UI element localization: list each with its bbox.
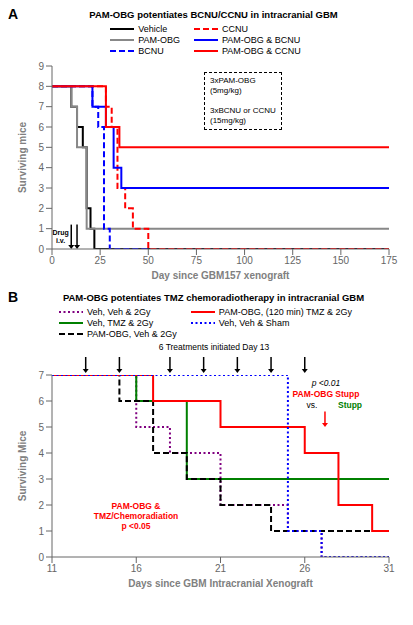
svg-text:11: 11 <box>47 563 58 574</box>
svg-text:Days since GBM Intracranial Xe: Days since GBM Intracranial Xenograft <box>128 578 313 589</box>
svg-text:0: 0 <box>38 244 44 255</box>
svg-text:5: 5 <box>38 422 44 433</box>
svg-text:21: 21 <box>215 563 227 574</box>
html-text:PAM-OBG, (120 min) TMZ & 2Gy: PAM-OBG, (120 min) TMZ & 2Gy <box>218 307 352 317</box>
html-text:PAM-OBG potentiates BCNU/CCNU: PAM-OBG potentiates BCNU/CCNU in intracr… <box>89 9 338 20</box>
html-text:B: B <box>8 289 19 305</box>
html-text:vs.: vs. <box>306 400 318 410</box>
svg-text:1: 1 <box>38 526 44 537</box>
html-text:CCNU: CCNU <box>222 24 248 34</box>
svg-text:25: 25 <box>95 255 107 266</box>
svg-text:50: 50 <box>143 255 155 266</box>
svg-text:175: 175 <box>381 255 398 266</box>
svg-text:4: 4 <box>38 448 44 459</box>
svg-text:5: 5 <box>38 142 44 153</box>
svg-text:150: 150 <box>333 255 350 266</box>
svg-text:31: 31 <box>383 563 395 574</box>
svg-text:100: 100 <box>236 255 253 266</box>
html-text:PAM-OBG & BCNU: PAM-OBG & BCNU <box>222 35 301 45</box>
svg-text:75: 75 <box>191 255 203 266</box>
html-text:Veh, TMZ & 2Gy: Veh, TMZ & 2Gy <box>87 318 154 328</box>
svg-text:0: 0 <box>49 255 55 266</box>
svg-text:9: 9 <box>38 61 44 72</box>
svg-text:1: 1 <box>38 223 44 234</box>
html-text:A: A <box>8 6 19 22</box>
svg-text:Surviving Mice: Surviving Mice <box>17 430 28 501</box>
svg-text:8: 8 <box>38 81 44 92</box>
svg-text:7: 7 <box>38 370 44 381</box>
html-text:p <0.01: p <0.01 <box>311 378 341 388</box>
html-text:Stupp: Stupp <box>338 400 362 410</box>
html-text:BCNU: BCNU <box>138 46 164 56</box>
svg-text:2: 2 <box>38 500 44 511</box>
svg-text:3: 3 <box>38 474 44 485</box>
svg-text:Surviving mice: Surviving mice <box>17 121 28 193</box>
html-text:PAM-OBG Stupp: PAM-OBG Stupp <box>292 389 360 399</box>
html-text:PAM-OBG potentiates TMZ chemor: PAM-OBG potentiates TMZ chemoradiotherap… <box>62 292 365 303</box>
html-text:Vehicle: Vehicle <box>138 24 168 34</box>
svg-text:2: 2 <box>38 203 44 214</box>
html-text:PAM-OBG: PAM-OBG <box>138 35 180 45</box>
html-text:PAM-OBG, Veh & 2Gy: PAM-OBG, Veh & 2Gy <box>87 329 177 339</box>
html-text:PAM-OBG & TMZ/Chemoradiation p: PAM-OBG & TMZ/Chemoradiation p <0.05 <box>93 501 179 531</box>
svg-text:26: 26 <box>299 563 311 574</box>
html-text:PAM-OBG & CCNU: PAM-OBG & CCNU <box>222 46 301 56</box>
html-text:Veh, Veh & 2Gy: Veh, Veh & 2Gy <box>87 307 151 317</box>
svg-text:6: 6 <box>38 396 44 407</box>
svg-text:6: 6 <box>38 122 44 133</box>
svg-text:0: 0 <box>38 552 44 563</box>
svg-text:125: 125 <box>284 255 301 266</box>
html-text:3xPAM-OBG (5mg/kg) 3xBCNU or C: 3xPAM-OBG (5mg/kg) 3xBCNU or CCNU (15mg/… <box>210 76 276 125</box>
svg-text:Day since GBM157 xenograft: Day since GBM157 xenograft <box>152 270 290 281</box>
html-text:6 Treatments initiated Day 13: 6 Treatments initiated Day 13 <box>158 342 270 352</box>
html-text:Veh, Veh & Sham: Veh, Veh & Sham <box>218 318 290 328</box>
svg-text:Drugi.v.: Drugi.v. <box>52 229 68 244</box>
svg-text:16: 16 <box>131 563 143 574</box>
svg-text:4: 4 <box>38 162 44 173</box>
svg-text:7: 7 <box>38 101 44 112</box>
svg-text:3: 3 <box>38 183 44 194</box>
